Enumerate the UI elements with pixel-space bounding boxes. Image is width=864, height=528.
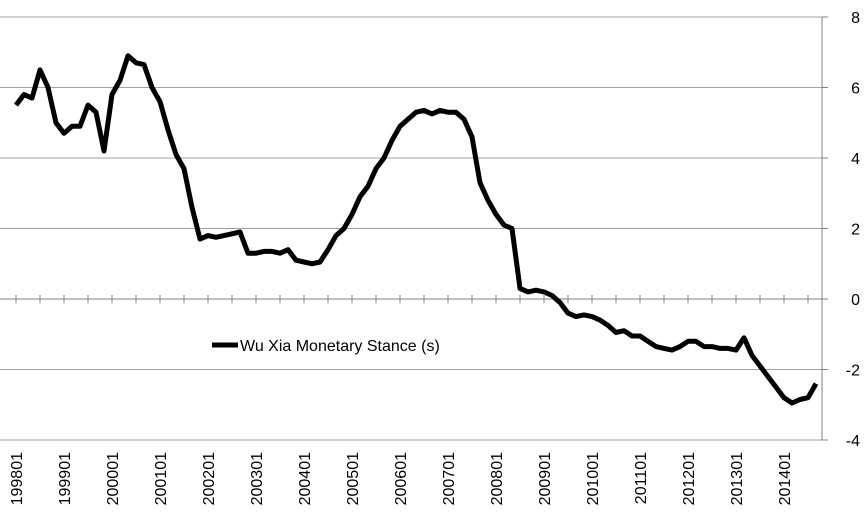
x-tick-label: 200101	[153, 452, 170, 505]
data-line	[14, 53, 819, 406]
x-tick-label: 200501	[345, 452, 362, 505]
x-tick-label: 200601	[393, 452, 410, 505]
x-tick-label: 200401	[297, 452, 314, 505]
x-tick-label: 199901	[57, 452, 74, 505]
y-tick-label: 6	[851, 81, 860, 98]
x-tick-label: 201101	[633, 452, 650, 504]
y-tick-label: 0	[851, 292, 860, 309]
y-tick-label: -4	[846, 433, 860, 450]
x-tick-label: 201201	[681, 452, 698, 505]
y-tick-label: 8	[851, 10, 860, 27]
x-tick-label: 200701	[441, 452, 458, 505]
x-tick-label: 200201	[201, 452, 218, 505]
x-tick-label: 200301	[249, 452, 266, 505]
y-tick-label: 4	[851, 151, 860, 168]
x-tick-label: 199801	[9, 452, 26, 505]
y-tick-label: -2	[846, 363, 860, 380]
y-tick-label: 2	[851, 222, 860, 239]
legend-label: Wu Xia Monetary Stance (s)	[240, 338, 440, 355]
x-tick-label: 201401	[777, 452, 794, 505]
x-tick-label: 201301	[729, 452, 746, 505]
x-tick-label: 200801	[489, 452, 506, 505]
x-tick-label: 201001	[585, 452, 602, 505]
x-tick-label: 200001	[105, 452, 122, 505]
x-tick-label: 200901	[537, 452, 554, 505]
